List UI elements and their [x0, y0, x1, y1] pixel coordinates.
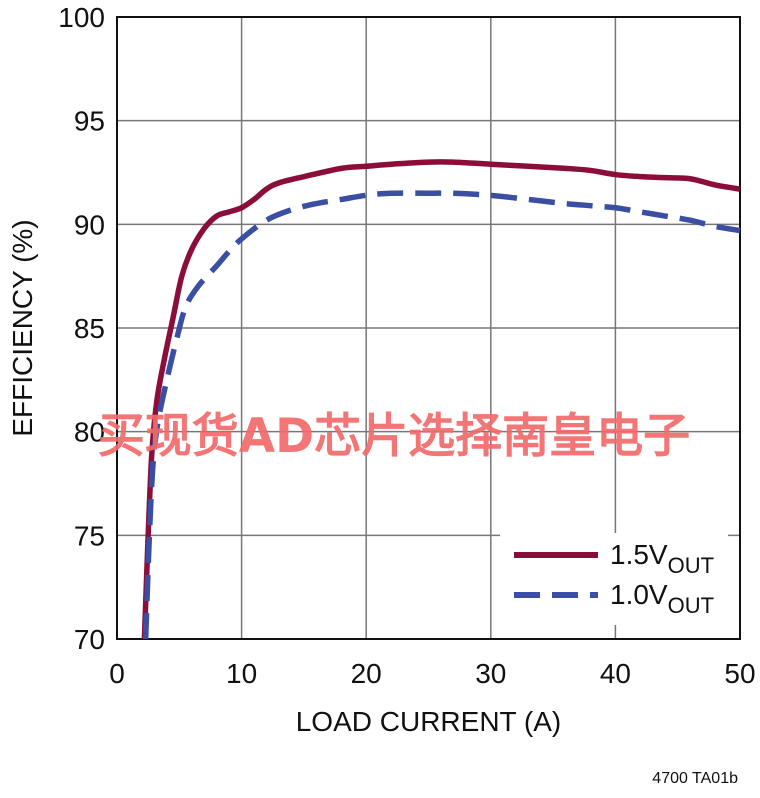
x-tick-label: 10 [226, 658, 257, 689]
y-axis-title: EFFICIENCY (%) [7, 219, 38, 436]
y-tick-label: 100 [58, 2, 105, 33]
y-tick-label: 70 [74, 624, 105, 655]
x-axis-title: LOAD CURRENT (A) [296, 706, 562, 737]
legend-background [500, 533, 728, 625]
y-tick-labels: 70 75 80 85 90 95 100 [58, 2, 105, 655]
legend-label-1.0vout-sub: OUT [668, 593, 714, 618]
x-tick-label: 0 [109, 658, 125, 689]
series-line-1.0vout [142, 190, 741, 640]
legend-label-1.5vout: 1.5VOUT [610, 539, 714, 578]
legend-label-1.0vout-main: 1.0V [610, 579, 668, 610]
x-tick-labels: 0 10 20 30 40 50 [109, 658, 755, 689]
watermark-text: 买现货AD芯片选择南皇电子 [98, 409, 690, 464]
legend-label-1.0vout: 1.0VOUT [610, 579, 714, 618]
y-tick-label: 80 [74, 417, 105, 448]
x-tick-label: 20 [351, 658, 382, 689]
legend-label-1.5vout-sub: OUT [668, 553, 714, 578]
y-tick-label: 95 [74, 106, 105, 137]
x-tick-label: 30 [475, 658, 506, 689]
series-layer [141, 159, 741, 640]
y-tick-label: 85 [74, 313, 105, 344]
grid [117, 17, 740, 639]
y-tick-label: 75 [74, 520, 105, 551]
legend-label-1.5vout-main: 1.5V [610, 539, 668, 570]
plot-frame [116, 16, 741, 640]
legend: 1.5VOUT 1.0VOUT [500, 533, 728, 625]
x-tick-label: 50 [724, 658, 755, 689]
figure-code: 4700 TA01b [652, 770, 738, 787]
x-tick-label: 40 [600, 658, 631, 689]
series-line-1.5vout [141, 159, 741, 640]
y-tick-label: 90 [74, 209, 105, 240]
